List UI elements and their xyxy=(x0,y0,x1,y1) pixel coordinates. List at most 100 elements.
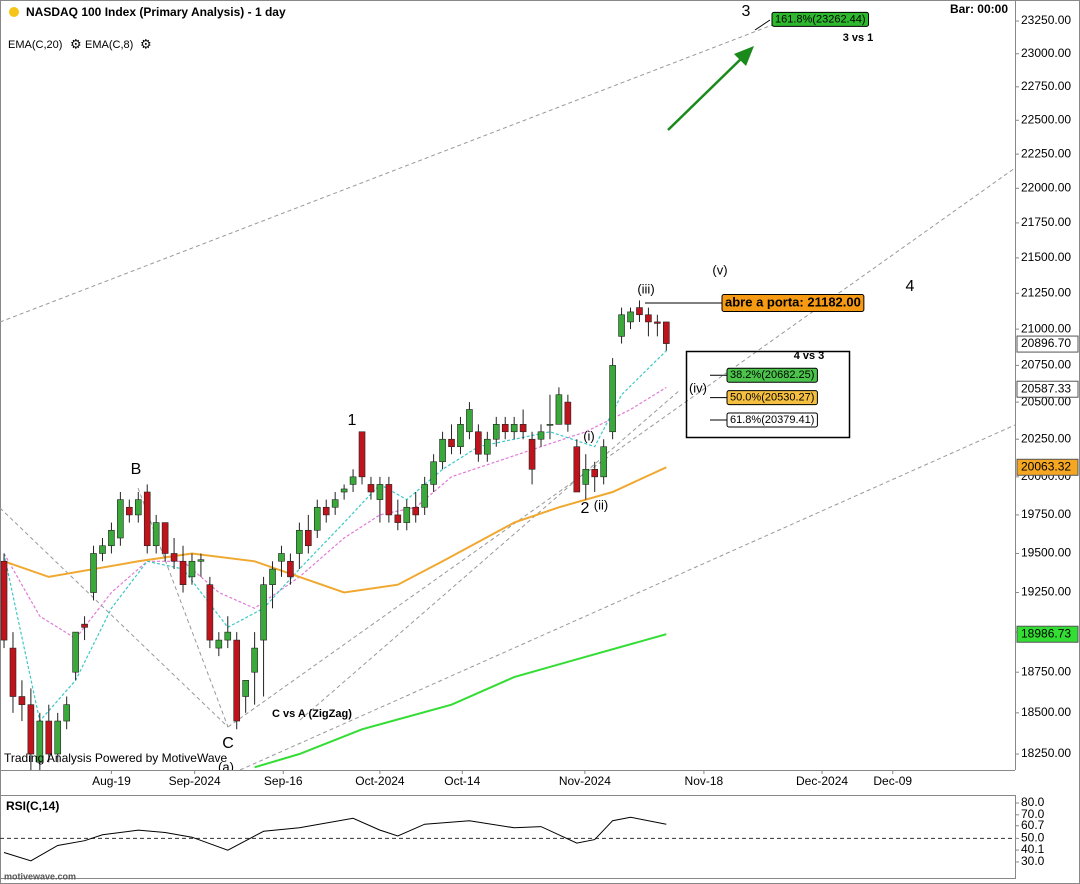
y-tick-label: 18500.00 xyxy=(1021,705,1071,719)
wave-label: 3 xyxy=(742,3,751,20)
candle-body xyxy=(18,696,26,705)
candle-body xyxy=(188,560,196,578)
candle-body xyxy=(224,631,232,641)
overlay: 161.8%(23262.44) abre a porta: 21182.00 38… xyxy=(131,3,915,752)
candle-body xyxy=(600,446,607,478)
y-tick-label: 23000.00 xyxy=(1021,46,1071,60)
candle-body xyxy=(242,679,249,697)
candle-body xyxy=(546,424,554,426)
x-tick-label: Oct-2024 xyxy=(355,774,405,788)
y-tick-label: 40.1 xyxy=(1021,842,1045,856)
y-tick-label: 18250.00 xyxy=(1021,746,1071,760)
wave-label: 4 vs 3 xyxy=(794,350,825,362)
x-tick-label: Dec-2024 xyxy=(796,774,848,788)
candle-body xyxy=(573,446,581,493)
x-tick-label: Oct-14 xyxy=(444,774,480,788)
candle-body xyxy=(654,321,661,324)
y-tick-label: 80.0 xyxy=(1021,795,1045,809)
candle-body xyxy=(421,484,428,508)
series-line xyxy=(3,386,667,640)
candle-body xyxy=(394,514,402,523)
candle-body xyxy=(126,506,133,516)
candle-body xyxy=(618,314,625,337)
x-tick-label: Aug-19 xyxy=(92,774,131,788)
candle-body xyxy=(627,311,634,323)
price-marker xyxy=(1016,458,1079,476)
candle-body xyxy=(269,568,276,585)
candle-body xyxy=(296,529,303,554)
candle-body xyxy=(215,639,223,649)
y-tick-label: 19750.00 xyxy=(1021,507,1071,521)
candle-body xyxy=(322,506,330,516)
wave-label: (v) xyxy=(712,262,727,277)
price-marker-label: 20063.32 xyxy=(1021,459,1071,473)
y-tick-label: 22500.00 xyxy=(1021,112,1071,126)
candle-body xyxy=(117,499,124,539)
candle-body xyxy=(519,424,527,433)
y-tick-label: 22000.00 xyxy=(1021,180,1071,194)
candle-body xyxy=(636,307,643,316)
status-dot xyxy=(9,7,19,17)
price-marker-label: 18986.73 xyxy=(1021,626,1071,640)
candle-body xyxy=(108,529,115,547)
wave-label: B xyxy=(131,461,142,478)
candle-body xyxy=(358,431,366,478)
candle-body xyxy=(367,484,375,493)
wave-label: C vs A (ZigZag) xyxy=(272,708,352,720)
candle-body xyxy=(0,560,8,641)
candle-body xyxy=(564,401,572,425)
y-tick-label: 30.0 xyxy=(1021,854,1045,868)
fib-label: 61.8%(20379.41) xyxy=(730,414,814,426)
fib-marker xyxy=(721,294,865,313)
x-tick-label: Sep-2024 xyxy=(169,774,221,788)
candle-body xyxy=(492,424,500,440)
wave-label: 1 xyxy=(348,412,357,429)
candle-body xyxy=(45,720,53,755)
candle-body xyxy=(81,623,88,628)
gear-icon[interactable]: ⚙ xyxy=(140,36,152,51)
candle-body xyxy=(72,631,79,673)
rsi-plot xyxy=(0,816,1015,862)
candle-body xyxy=(36,720,44,763)
wave-label: C xyxy=(222,735,234,752)
series-line xyxy=(3,816,667,862)
candle-body xyxy=(484,438,491,455)
candle-body xyxy=(663,321,670,344)
series-line xyxy=(3,466,667,594)
candle-body xyxy=(430,461,437,485)
candle-body xyxy=(403,506,411,523)
candle-body xyxy=(376,484,384,500)
price-marker-label: 20896.70 xyxy=(1021,336,1071,350)
fib-box xyxy=(685,350,851,439)
candle-body xyxy=(179,560,187,585)
x-tick-label: Dec-09 xyxy=(873,774,912,788)
wave-label: (ii) xyxy=(594,497,608,512)
y-tick-label: 19500.00 xyxy=(1021,546,1071,560)
candle-body xyxy=(161,522,169,554)
candle-body xyxy=(251,647,258,673)
candle-body xyxy=(170,553,178,562)
wave-label: (i) xyxy=(583,428,595,443)
candle-body xyxy=(206,584,214,641)
candle-body xyxy=(385,484,393,516)
fib-label: abre a porta: 21182.00 xyxy=(725,294,861,309)
y-tick-label: 19250.00 xyxy=(1021,585,1071,599)
candle-body xyxy=(152,522,160,547)
fib-label: 38.2%(20682.25) xyxy=(730,369,814,381)
fib-label: 50.0%(20530.27) xyxy=(730,392,814,404)
candle-body xyxy=(233,639,241,722)
candle-body xyxy=(349,476,357,485)
fib-marker xyxy=(771,11,870,27)
candle-body xyxy=(9,647,17,697)
candle-body xyxy=(412,506,420,516)
candle-body xyxy=(99,545,106,554)
candle-body xyxy=(331,499,339,508)
credit: Trading Analysis Powered by MotiveWave xyxy=(4,751,228,765)
candle-body xyxy=(313,506,321,531)
candle-body xyxy=(555,394,563,425)
series-line xyxy=(3,350,667,723)
gear-icon[interactable]: ⚙ xyxy=(70,36,82,51)
x-tick-label: Nov-2024 xyxy=(559,774,611,788)
